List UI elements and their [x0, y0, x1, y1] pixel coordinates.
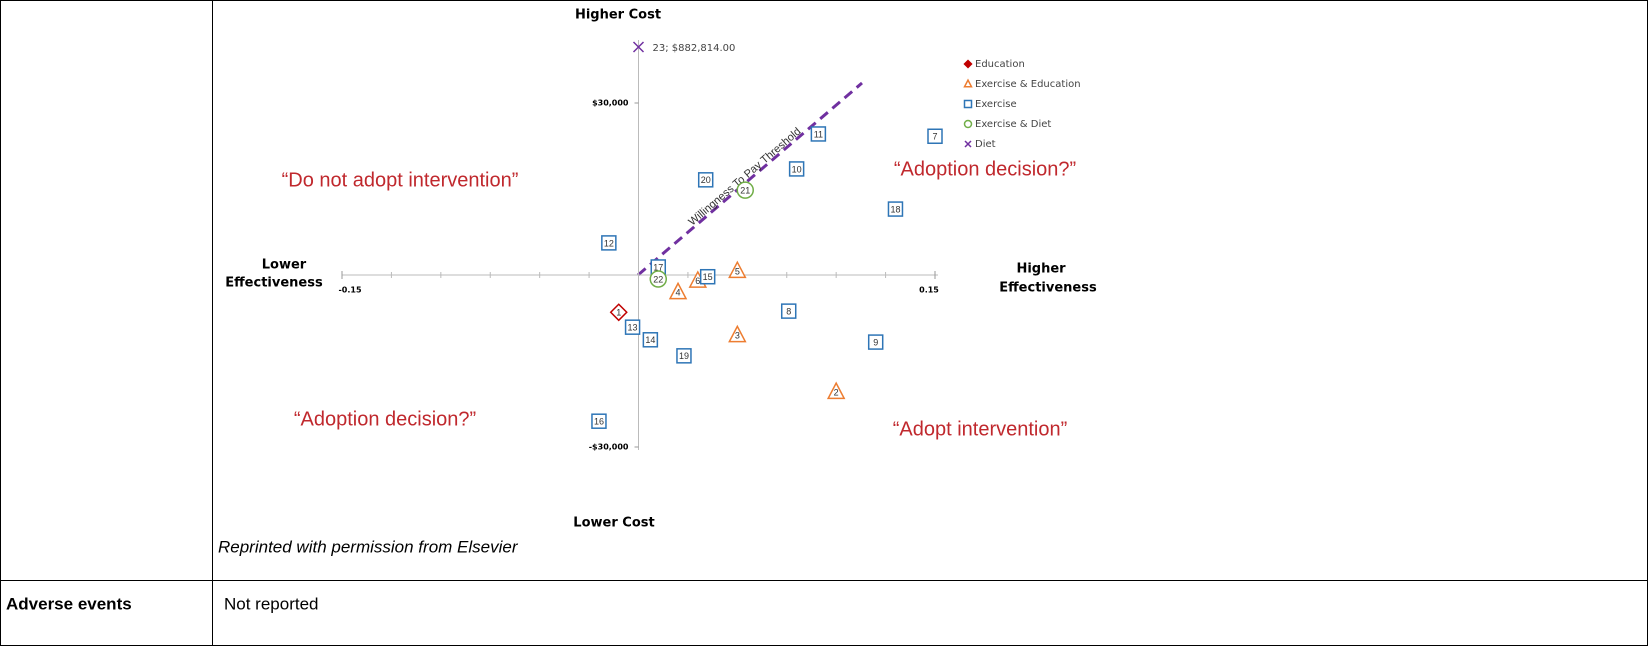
point — [591, 413, 607, 429]
point-label: 20 — [701, 175, 711, 185]
x-right-label: Effectiveness — [999, 281, 1097, 296]
point-label: 15 — [703, 272, 713, 282]
point — [810, 126, 827, 142]
x-tick-label: 0.15 — [919, 286, 939, 295]
point — [699, 268, 716, 285]
point — [676, 348, 692, 364]
legend-label: Exercise — [975, 99, 1017, 110]
x-tick-label: -0.15 — [338, 286, 361, 295]
point — [826, 381, 846, 400]
point-label: 3 — [735, 331, 740, 341]
legend-marker — [963, 99, 973, 109]
point — [887, 201, 904, 217]
point — [624, 319, 641, 335]
point-label: 18 — [890, 204, 900, 214]
point — [736, 181, 754, 199]
y-top-label: Higher Cost — [575, 8, 661, 23]
point-label: 13 — [628, 323, 638, 333]
wtp-threshold — [637, 81, 863, 277]
point-label: 17 — [653, 262, 663, 272]
legend-label: Education — [975, 59, 1025, 70]
x-left-label: Effectiveness — [225, 276, 323, 291]
point — [728, 260, 747, 279]
y-tick-label: -$30,000 — [589, 443, 629, 452]
point-label: 16 — [594, 417, 604, 427]
point — [788, 161, 805, 177]
point-label: 21 — [740, 186, 750, 196]
row-text: Not reported — [224, 594, 319, 613]
legend-marker — [963, 78, 973, 88]
x-right-label: Higher — [1016, 262, 1066, 277]
point — [668, 281, 688, 300]
y-tick-label: $30,000 — [592, 99, 629, 108]
point-label: 7 — [932, 132, 937, 142]
legend-marker — [963, 59, 973, 69]
point-label: 1 — [616, 308, 621, 318]
legend-label: Exercise & Diet — [975, 119, 1051, 130]
legend-marker — [963, 119, 973, 129]
point-label: 11 — [814, 129, 823, 139]
offscale-label: 23; $882,814.00 — [653, 43, 736, 54]
point-label: 19 — [679, 351, 689, 361]
x-left-label: Lower — [262, 258, 307, 273]
point-label: 14 — [645, 335, 655, 345]
point — [601, 235, 617, 251]
quadrant-label: “Adoption decision?” — [294, 408, 476, 430]
point — [632, 41, 645, 53]
point — [927, 128, 943, 145]
caption: Reprinted with permission from Elsevier — [218, 537, 519, 556]
chart: Higher Cost Lower Cost Lower Effectivene… — [225, 8, 1097, 531]
point — [697, 172, 714, 188]
point — [867, 334, 884, 350]
quadrant-label: “Adopt intervention” — [893, 418, 1068, 440]
point — [780, 303, 797, 319]
point-label: 5 — [735, 266, 740, 276]
point-label: 6 — [695, 276, 700, 286]
point-label: 12 — [604, 238, 614, 248]
point-label: 22 — [653, 274, 663, 284]
point-label: 9 — [873, 337, 878, 347]
legend-marker — [964, 140, 972, 148]
point-label: 10 — [792, 164, 802, 174]
point — [649, 270, 668, 288]
y-bottom-label: Lower Cost — [573, 516, 654, 531]
legend-label: Exercise & Education — [975, 79, 1081, 90]
point — [642, 332, 659, 348]
point — [728, 324, 747, 343]
quadrant-labels: “Do not adopt intervention” “Adoption de… — [282, 158, 1077, 440]
quadrant-label: “Adoption decision?” — [894, 158, 1076, 180]
point-label: 8 — [786, 306, 791, 316]
point-label: 2 — [834, 387, 839, 397]
row-label: Adverse events — [6, 594, 132, 613]
quadrant-label: “Do not adopt intervention” — [282, 169, 519, 191]
point-label: 4 — [676, 288, 681, 298]
point — [609, 303, 628, 322]
legend-label: Diet — [975, 139, 996, 150]
